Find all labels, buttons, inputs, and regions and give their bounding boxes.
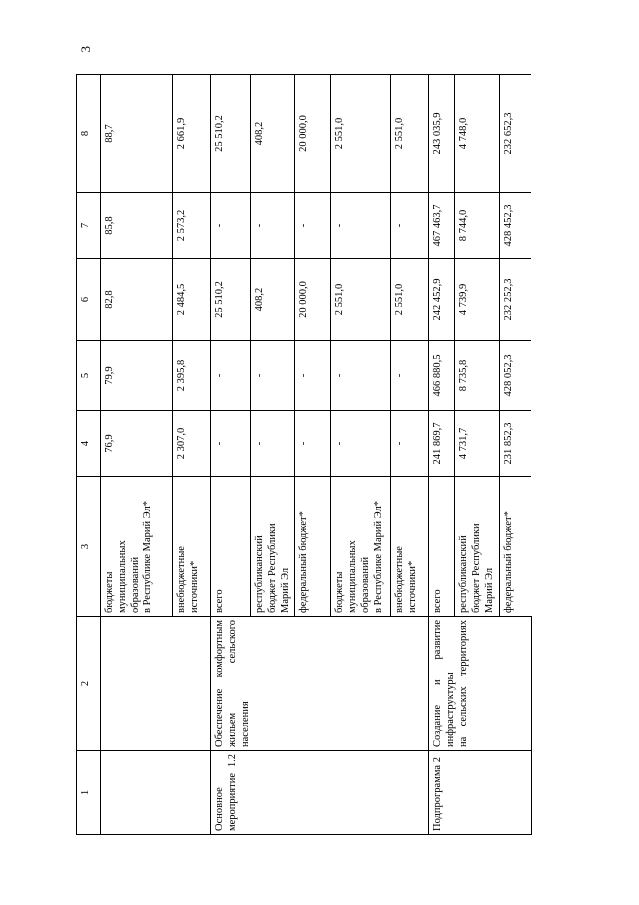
cell-value: 76,9 — [100, 410, 173, 477]
cell-funding-source: федеральный бюджет* — [294, 476, 331, 617]
cell-value: 231 852,3 — [499, 410, 532, 477]
column-header: 5 — [76, 340, 101, 411]
cell-value: 408,2 — [250, 74, 295, 193]
cell-funding-source: федеральный бюджет* — [499, 476, 532, 617]
cell-value: 408,2 — [250, 258, 295, 341]
table-row: Основное мероприятие 1.2 Обеспечение ком… — [210, 74, 429, 835]
cell-value: 467 463,7 — [428, 192, 455, 259]
cell-value: 2 551,0 — [390, 258, 429, 341]
cell-value: 82,8 — [100, 258, 173, 341]
cell-funding-source: внебюджетные источники* — [390, 476, 429, 617]
cell-value: 88,7 — [100, 74, 173, 193]
table-row: бюджеты муниципальных образований в Респ… — [100, 74, 211, 835]
cell-value: 241 869,7 — [428, 410, 455, 477]
cell-value: 2 551,0 — [330, 258, 391, 341]
cell-funding-source: внебюджетные источники* — [172, 476, 211, 617]
cell-value: 232 652,3 — [499, 74, 532, 193]
cell-program: Подпрограмма 2 — [428, 750, 532, 835]
cell-description-empty — [100, 616, 211, 751]
cell-value: 2 573,2 — [172, 192, 211, 259]
table-row: Подпрограмма 2 Создание и развитие инфра… — [428, 74, 532, 835]
cell-value: 8 735,8 — [454, 340, 500, 411]
cell-funding-source: бюджеты муниципальных образований в Респ… — [100, 476, 173, 617]
column-header: 1 — [76, 750, 101, 835]
cell-value: - — [210, 192, 251, 259]
cell-value: 25 510,2 — [210, 74, 251, 193]
column-header: 7 — [76, 192, 101, 259]
cell-value: 2 484,5 — [172, 258, 211, 341]
cell-funding-source: всего — [210, 476, 251, 617]
cell-value: 466 880,5 — [428, 340, 455, 411]
cell-value: 2 661,9 — [172, 74, 211, 193]
cell-value: - — [330, 410, 391, 477]
cell-value: - — [294, 192, 331, 259]
column-header: 8 — [76, 74, 101, 193]
cell-value: - — [294, 410, 331, 477]
cell-value: 428 452,3 — [499, 192, 532, 259]
header-row: 1 2 3 4 5 6 7 8 — [76, 74, 101, 835]
cell-value: 25 510,2 — [210, 258, 251, 341]
cell-description: Обеспечение комфортным жильем сельского … — [210, 616, 429, 751]
cell-value: 242 452,9 — [428, 258, 455, 341]
cell-value: 2 395,8 — [172, 340, 211, 411]
cell-value: 2 551,0 — [330, 74, 391, 193]
cell-value: 428 052,3 — [499, 340, 532, 411]
column-header: 4 — [76, 410, 101, 477]
column-header: 6 — [76, 258, 101, 341]
cell-value: - — [210, 340, 251, 411]
cell-funding-source: бюджеты муниципальных образований в Респ… — [330, 476, 391, 617]
cell-value: 243 035,9 — [428, 74, 455, 193]
cell-value: 20 000,0 — [294, 74, 331, 193]
cell-value: - — [250, 192, 295, 259]
cell-value: - — [330, 340, 391, 411]
column-header: 3 — [76, 476, 101, 617]
cell-value: 2 307,0 — [172, 410, 211, 477]
cell-value: 20 000,0 — [294, 258, 331, 341]
cell-description: Создание и развитие инфраструктуры на се… — [428, 616, 532, 751]
cell-value: 2 551,0 — [390, 74, 429, 193]
cell-funding-source: республиканский бюджет Республики Марий … — [250, 476, 295, 617]
column-header: 2 — [76, 616, 101, 751]
cell-value: - — [250, 410, 295, 477]
cell-value: 4 748,0 — [454, 74, 500, 193]
cell-program-empty — [100, 750, 211, 835]
cell-value: - — [390, 192, 429, 259]
cell-value: - — [294, 340, 331, 411]
cell-value: 4 739,9 — [454, 258, 500, 341]
cell-value: 85,8 — [100, 192, 173, 259]
cell-value: - — [210, 410, 251, 477]
budget-table: 1 2 3 4 5 6 7 8 бюджеты муниципальных об… — [76, 74, 532, 835]
cell-funding-source: всего — [428, 476, 455, 617]
cell-value: 232 252,3 — [499, 258, 532, 341]
cell-value: 8 744,0 — [454, 192, 500, 259]
page-number: 3 — [78, 46, 93, 53]
cell-value: - — [390, 340, 429, 411]
cell-value: - — [330, 192, 391, 259]
cell-funding-source: республиканский бюджет Республики Марий … — [454, 476, 500, 617]
cell-program: Основное мероприятие 1.2 — [210, 750, 429, 835]
cell-value: 79,9 — [100, 340, 173, 411]
cell-value: 4 731,7 — [454, 410, 500, 477]
cell-value: - — [390, 410, 429, 477]
cell-value: - — [250, 340, 295, 411]
